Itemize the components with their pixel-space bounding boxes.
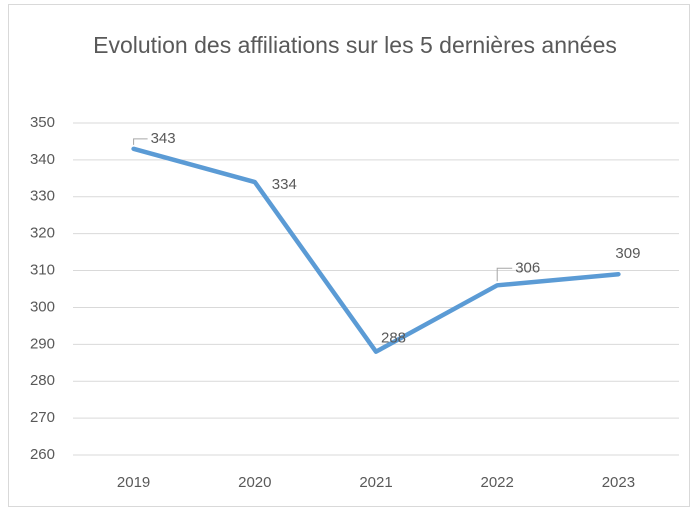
data-label: 343 bbox=[151, 130, 176, 147]
y-tick-label: 350 bbox=[30, 114, 55, 131]
leader-line bbox=[133, 138, 148, 145]
data-label: 334 bbox=[272, 176, 297, 193]
y-tick-label: 340 bbox=[30, 151, 55, 168]
y-tick-label: 260 bbox=[30, 446, 55, 463]
y-tick-label: 280 bbox=[30, 372, 55, 389]
data-label: 288 bbox=[381, 330, 406, 347]
x-tick-label: 2021 bbox=[359, 474, 392, 491]
x-tick-label: 2020 bbox=[238, 474, 271, 491]
y-tick-label: 290 bbox=[30, 335, 55, 352]
x-tick-label: 2023 bbox=[602, 474, 635, 491]
y-tick-label: 320 bbox=[30, 225, 55, 242]
chart-frame bbox=[8, 4, 690, 507]
x-tick-label: 2019 bbox=[117, 474, 150, 491]
chart-title: Evolution des affiliations sur les 5 der… bbox=[93, 32, 617, 58]
data-label: 309 bbox=[615, 245, 640, 262]
y-tick-label: 270 bbox=[30, 409, 55, 426]
line-series bbox=[131, 146, 621, 354]
leader-line bbox=[496, 267, 513, 282]
data-label: 306 bbox=[515, 259, 540, 276]
y-tick-label: 300 bbox=[30, 298, 55, 315]
x-tick-label: 2022 bbox=[481, 474, 514, 491]
y-tick-label: 330 bbox=[30, 188, 55, 205]
y-tick-label: 310 bbox=[30, 262, 55, 279]
